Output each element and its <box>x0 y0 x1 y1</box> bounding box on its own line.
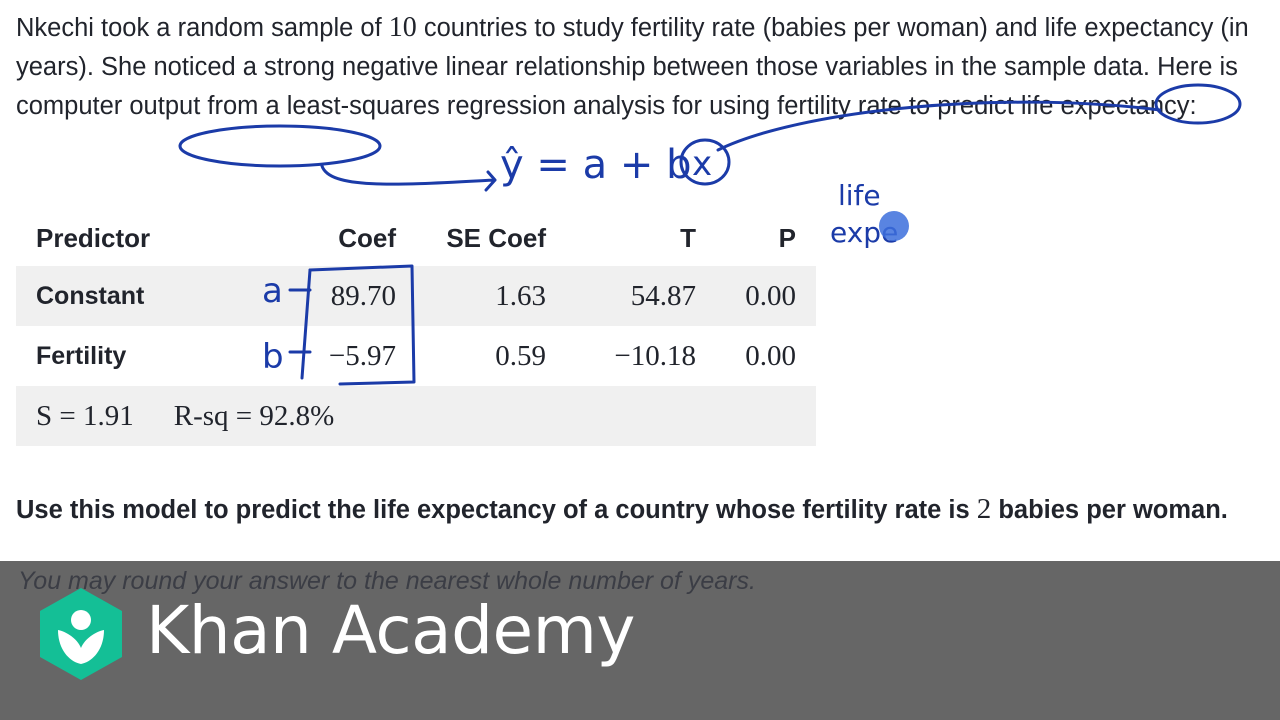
header-p: P <box>778 222 796 253</box>
table-header-row: Predictor Coef SE Coef T P <box>16 210 816 266</box>
margin-note-life: life <box>838 179 881 212</box>
cell-t-constant: 54.87 <box>566 266 716 326</box>
cell-coef-fertility: −5.97 <box>328 339 396 372</box>
question-part2: babies per woman. <box>991 496 1228 524</box>
cell-se-constant: 1.63 <box>416 266 566 326</box>
table-row: Constant 89.70 1.63 54.87 0.00 <box>16 266 816 326</box>
cell-se-fertility: 0.59 <box>495 339 546 372</box>
r-squared: R-sq = 92.8% <box>173 399 335 432</box>
header-coef: Coef <box>338 222 396 253</box>
cell-p-fertility: 0.00 <box>745 339 796 372</box>
header-t: T <box>680 222 696 253</box>
question-part1: Use this model to predict the life expec… <box>16 496 977 524</box>
khan-academy-wordmark: Khan Academy <box>146 591 635 669</box>
pen-cursor <box>879 211 909 241</box>
summary-stats: S = 1.91 R-sq = 92.8% <box>16 386 816 446</box>
arrow-to-y-hat <box>320 164 497 192</box>
sample-size: 10 <box>388 12 417 43</box>
s-statistic: S = 1.91 <box>36 399 134 432</box>
row-label-constant: Constant <box>16 266 266 326</box>
row-label-fertility: Fertility <box>36 341 127 370</box>
table-row: Fertility −5.97 0.59 −10.18 0.00 <box>16 326 816 386</box>
circle-life-expectancy <box>178 124 382 168</box>
cell-coef-constant: 89.70 <box>266 266 416 326</box>
khan-academy-logo: Khan Academy <box>38 586 635 682</box>
khan-academy-banner <box>0 561 1280 720</box>
question-value: 2 <box>976 493 992 525</box>
khan-academy-hexagon-icon <box>40 588 122 680</box>
cell-t-fertility: −10.18 <box>614 339 696 372</box>
question-text: Use this model to predict the life expec… <box>16 490 1266 529</box>
handwritten-equation: ŷ = a + b <box>500 142 691 188</box>
header-se-coef: SE Coef <box>446 222 546 253</box>
problem-text-1: Nkechi took a random sample of <box>16 14 389 42</box>
header-predictor: Predictor <box>36 222 151 253</box>
cell-p-constant: 0.00 <box>716 266 816 326</box>
problem-statement: Nkechi took a random sample of 10 countr… <box>16 8 1266 126</box>
circle-x <box>679 138 731 186</box>
regression-output-table: Predictor Coef SE Coef T P Constant 89.7… <box>16 210 816 446</box>
handwritten-x: x <box>692 144 712 184</box>
table-summary-row: S = 1.91 R-sq = 92.8% <box>16 386 816 446</box>
rounding-hint: You may round your answer to the nearest… <box>18 567 756 595</box>
